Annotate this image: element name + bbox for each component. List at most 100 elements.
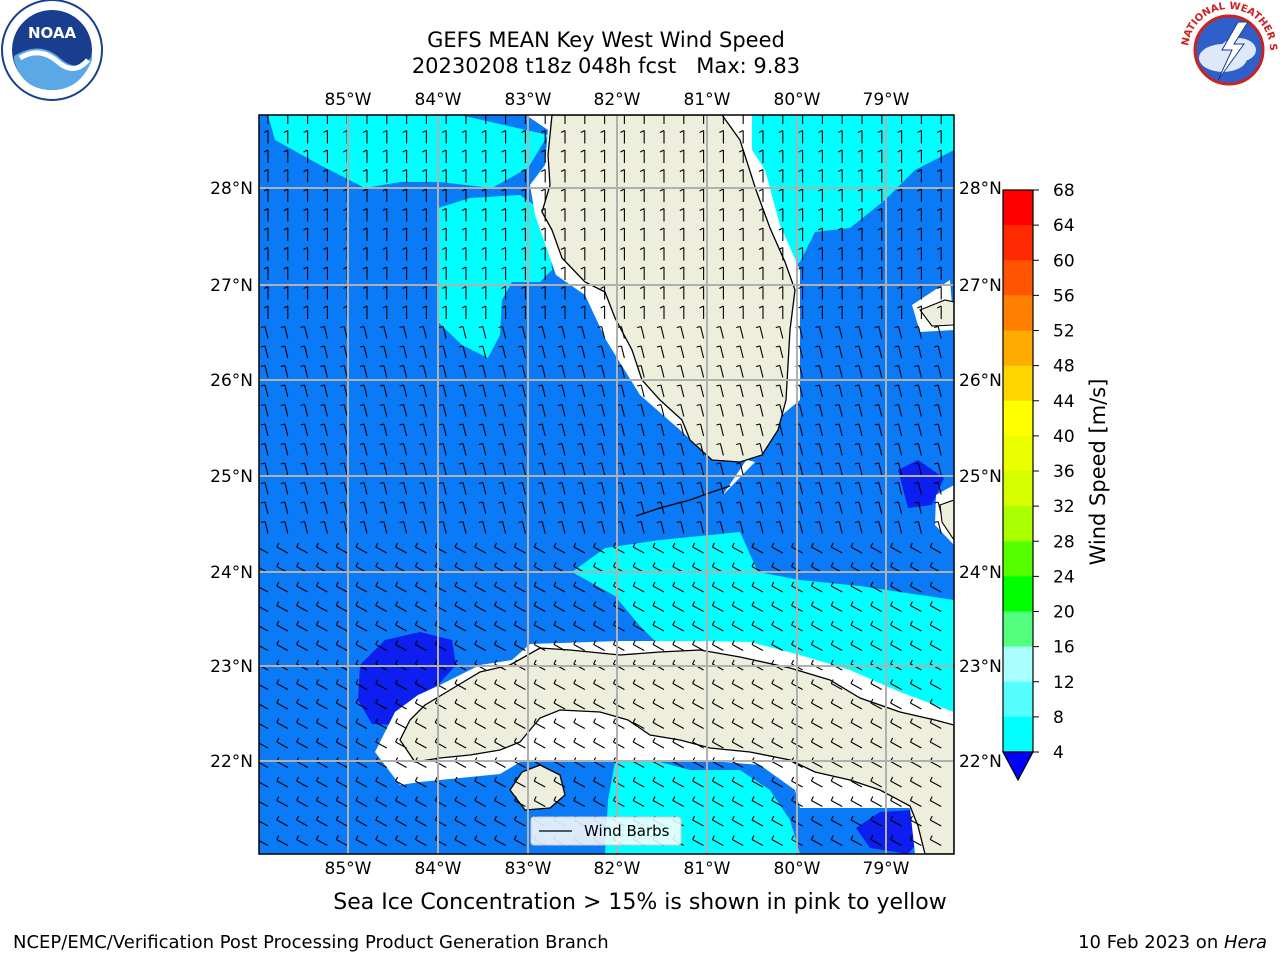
wind-barb-flag: [751, 620, 755, 626]
wind-barb: [652, 761, 665, 768]
wind-barb: [771, 624, 784, 632]
wind-barb-flag: [830, 815, 834, 821]
wind-barb-flag: [699, 266, 704, 270]
wind-barb: [521, 345, 526, 359]
wind-barb-flag: [382, 208, 388, 211]
wind-barb: [343, 423, 348, 437]
wind-barb: [316, 839, 328, 846]
wind-barb-flag: [518, 325, 523, 329]
wind-barb: [395, 839, 407, 846]
wind-barb: [898, 521, 903, 534]
wind-barb-flag: [434, 659, 438, 665]
wind-barb: [811, 702, 823, 710]
wind-barb-flag: [699, 188, 704, 192]
wind-barb: [620, 482, 625, 495]
wind-barb-flag: [612, 581, 616, 587]
wind-barb: [533, 780, 546, 788]
wind-barb: [692, 605, 704, 612]
wind-barb: [818, 326, 823, 339]
wind-barb-flag: [870, 640, 874, 645]
wind-barb: [779, 482, 784, 495]
wind-barb-flag: [260, 345, 266, 348]
wind-barb-flag: [936, 266, 942, 270]
wind-barb: [454, 624, 467, 632]
wind-barb-flag: [731, 796, 735, 801]
colorbar-tick-label: 48: [1053, 357, 1075, 377]
wind-barb: [323, 501, 328, 515]
wind-barb-flag: [632, 737, 636, 743]
wind-barb: [383, 384, 388, 398]
wind-barb: [482, 365, 487, 378]
wind-barb-flag: [494, 620, 498, 626]
wind-barb-flag: [637, 462, 642, 465]
wind-barb-flag: [560, 286, 566, 289]
wind-barb-flag: [639, 286, 645, 289]
wind-barb-flag: [395, 562, 399, 567]
wind-barb: [323, 482, 328, 495]
wind-barb-flag: [854, 501, 860, 504]
wind-barb-flag: [656, 403, 662, 407]
wind-barb: [771, 819, 784, 827]
wind-barb-flag: [771, 815, 775, 821]
wind-barb: [383, 326, 388, 339]
wind-barb-flag: [850, 737, 854, 743]
wind-barb-flag: [775, 345, 780, 348]
wind-barb: [910, 702, 922, 710]
wind-barb: [454, 800, 467, 807]
wind-barb-flag: [870, 835, 874, 840]
wind-barb: [858, 462, 863, 476]
wind-barb: [818, 462, 823, 476]
wind-barb-flag: [414, 542, 418, 548]
wind-barb-flag: [454, 718, 458, 723]
wind-barb-flag: [303, 169, 308, 172]
wind-barb-flag: [751, 815, 755, 821]
wind-barb: [264, 443, 269, 456]
wind-barb-flag: [835, 442, 840, 446]
wind-barb: [276, 800, 289, 807]
wind-barb: [395, 741, 407, 749]
wind-barb: [878, 404, 883, 417]
wind-barb: [343, 326, 348, 339]
wind-barb-flag: [637, 501, 642, 504]
wind-barb-flag: [632, 640, 636, 645]
wind-barb-flag: [934, 403, 939, 407]
wind-barb-flag: [419, 364, 424, 368]
map-title: GEFS MEAN Key West Wind Speed: [427, 28, 785, 52]
wind-barb-flag: [771, 659, 775, 665]
wind-barb-flag: [870, 679, 874, 684]
wind-barb-flag: [335, 698, 339, 704]
wind-barb: [383, 501, 388, 515]
wind-barb: [799, 443, 804, 456]
wind-barb-flag: [518, 423, 523, 426]
wind-barb-flag: [890, 562, 894, 567]
wind-barb: [652, 722, 665, 729]
wind-barb: [403, 482, 408, 495]
wind-barb: [680, 326, 685, 339]
wind-barb-flag: [818, 247, 823, 250]
wind-barb-flag: [478, 423, 483, 426]
wind-barb-flag: [573, 601, 577, 606]
wind-barb-flag: [422, 111, 426, 113]
wind-barb: [751, 624, 764, 632]
wind-barb-flag: [679, 149, 685, 153]
wind-barb: [910, 741, 922, 749]
wind-barb-flag: [909, 737, 913, 743]
wind-barb: [355, 624, 368, 632]
wind-barb: [581, 404, 586, 417]
wind-barb: [632, 780, 645, 788]
wind-barb: [680, 501, 685, 515]
wind-barb: [811, 800, 823, 807]
wind-barb-flag: [617, 403, 622, 407]
wind-barb: [304, 365, 309, 378]
wind-barb: [818, 501, 823, 515]
wind-barb-flag: [439, 403, 444, 407]
nws-logo: NATIONAL WEATHER SERVICE: [1178, 0, 1278, 98]
wind-barb: [937, 423, 942, 437]
wind-barb-flag: [283, 305, 289, 309]
wind-barb-flag: [798, 286, 803, 289]
wind-barb-flag: [573, 542, 577, 548]
wind-barb: [917, 443, 922, 456]
wind-barb-flag: [676, 345, 681, 348]
wind-barb-flag: [359, 501, 365, 504]
wind-barb-flag: [818, 169, 823, 172]
